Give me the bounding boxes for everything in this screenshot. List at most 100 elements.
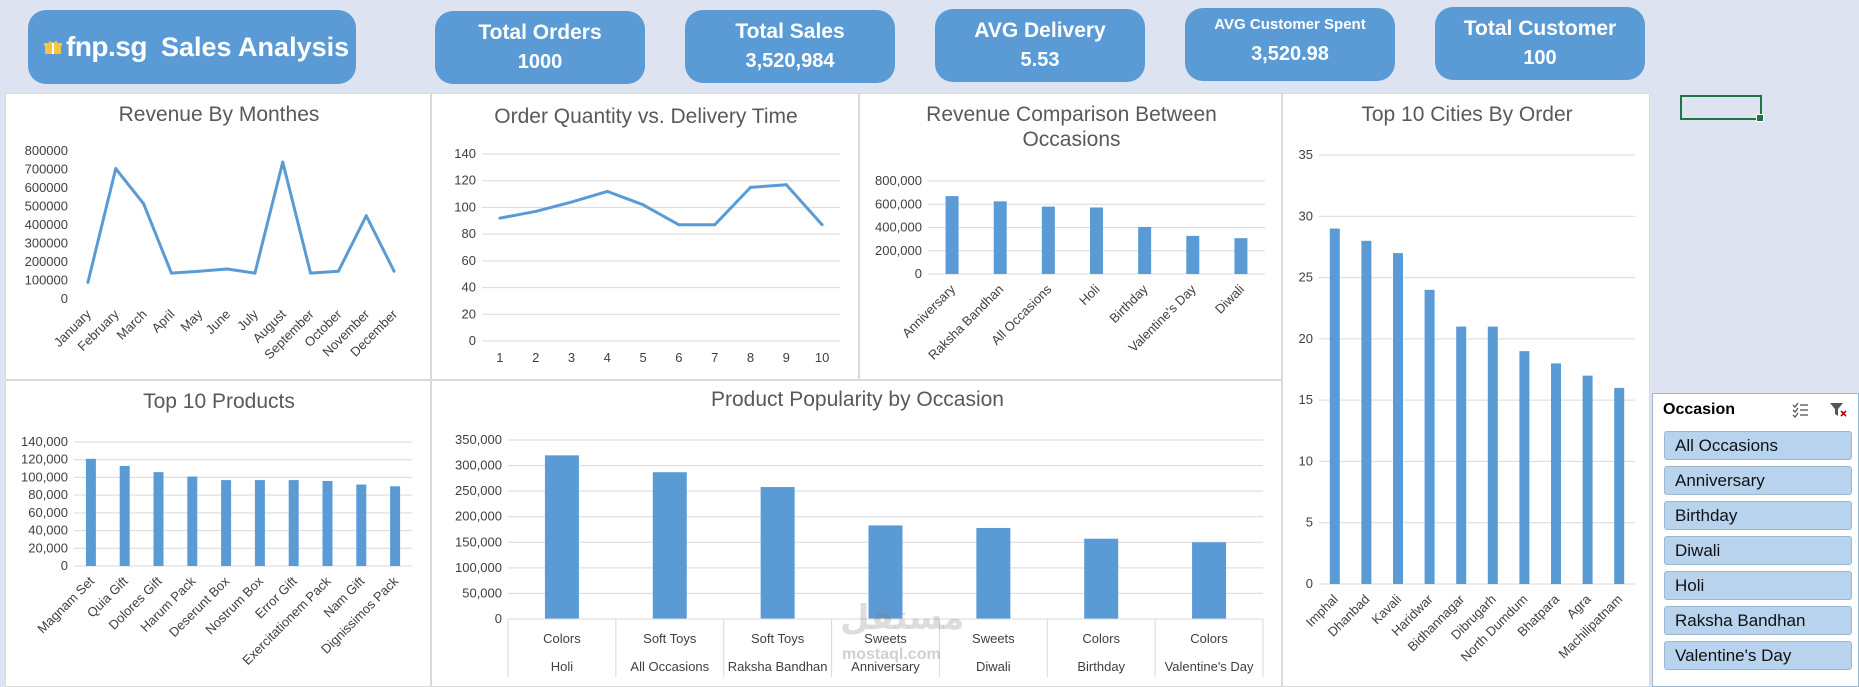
brand-logo: fnp.sg — [66, 31, 148, 62]
y-tick-label: 120 — [454, 173, 476, 188]
y-tick-label: 80,000 — [28, 487, 68, 502]
y-tick-label: 0 — [495, 611, 502, 626]
x-tick-label: 7 — [711, 350, 718, 365]
data-point — [169, 271, 173, 275]
y-tick-label: 0 — [61, 558, 68, 573]
bar — [221, 480, 232, 566]
slicer-item-valentines-day[interactable]: Valentine's Day — [1664, 641, 1852, 670]
data-point — [677, 223, 681, 227]
bar — [945, 196, 959, 274]
bar — [1361, 240, 1372, 585]
slicer-item-all-occasions[interactable]: All Occasions — [1664, 431, 1852, 460]
bar — [652, 472, 687, 619]
data-point — [820, 223, 824, 227]
bar — [976, 527, 1011, 619]
slicer-item-raksha-bandhan[interactable]: Raksha Bandhan — [1664, 606, 1852, 635]
y-tick-label: 150,000 — [455, 534, 502, 549]
kpi-label: Total Customer — [1463, 17, 1617, 40]
x-tick-label: Birthday — [1106, 281, 1151, 326]
x-tick-label: 6 — [675, 350, 682, 365]
kpi-avg-delivery: AVG Delivery 5.53 — [935, 9, 1145, 82]
y-tick-label: 300000 — [25, 236, 68, 251]
series-line — [86, 160, 396, 283]
bar — [153, 472, 164, 566]
clear-filter-icon[interactable] — [1829, 401, 1847, 419]
bar — [1393, 253, 1403, 585]
y-tick-label: 100 — [454, 199, 476, 214]
y-tick-label: 800,000 — [875, 173, 922, 188]
x-tick-product: Soft Toys — [643, 631, 697, 646]
bar — [1519, 351, 1530, 584]
slicer-item-holi[interactable]: Holi — [1664, 571, 1852, 600]
watermark-latin: mostaql.com — [842, 646, 941, 663]
x-tick-label: 2 — [532, 350, 539, 365]
data-point — [114, 167, 118, 171]
kpi-value: 1000 — [517, 51, 563, 73]
y-tick-label: 80 — [462, 226, 476, 241]
slicer-item-anniversary[interactable]: Anniversary — [1664, 466, 1852, 495]
panel-top-cities: Top 10 Cities By Order 0 5 10 15 20 25 30 35 Imph… — [1282, 93, 1650, 687]
chart-top-cities: Top 10 Cities By Order05101520253035Imph… — [1299, 103, 1635, 664]
series-line — [499, 183, 824, 227]
slicer-header: Occasion — [1653, 394, 1858, 426]
slicer-items: All Occasions Anniversary Birthday Diwal… — [1653, 426, 1858, 670]
kpi-total-sales: Total Sales 3,520,984 — [685, 10, 895, 83]
y-tick-label: 300,000 — [455, 458, 502, 473]
bar — [322, 480, 333, 566]
bar — [1329, 228, 1340, 585]
data-point — [713, 223, 717, 227]
panel-popularity-occasion: Product Popularity by Occasion 0 50,000 100… — [431, 380, 1282, 687]
kpi-label: Total Sales — [735, 20, 845, 43]
y-tick-label: 20 — [462, 306, 476, 321]
data-point — [392, 269, 396, 273]
slicer-item-birthday[interactable]: Birthday — [1664, 501, 1852, 530]
bar — [288, 480, 299, 566]
data-point — [749, 185, 752, 189]
bar — [187, 476, 198, 566]
dashboard-title: Sales Analysis — [161, 31, 350, 62]
chart-title-line2: Occasions — [1022, 128, 1120, 151]
bar — [85, 458, 96, 566]
x-tick-product: Colors — [543, 631, 581, 646]
x-tick-occasion: Valentine's Day — [1165, 659, 1254, 674]
bar — [1186, 235, 1200, 274]
data-point — [570, 200, 573, 204]
y-tick-label: 10 — [1299, 453, 1313, 468]
chart-title: Revenue Comparison Between — [926, 103, 1217, 126]
bar — [868, 525, 903, 619]
x-tick-label: 3 — [568, 350, 575, 365]
watermark-arabic: مستقل — [840, 599, 965, 637]
data-point — [641, 203, 645, 207]
x-tick-label: June — [203, 307, 234, 338]
chart-popularity-occasion: Product Popularity by Occasion 0 50,000 100… — [455, 388, 1264, 677]
chart-title: Revenue By Monthes — [119, 103, 320, 126]
x-tick-product: Soft Toys — [751, 631, 805, 646]
data-point — [197, 269, 201, 273]
kpi-value: 3,520,984 — [745, 50, 835, 72]
bar — [544, 455, 579, 619]
panel-revenue-occasions: Revenue Comparison Between Occasions 0 200,… — [859, 93, 1282, 380]
slicer-item-diwali[interactable]: Diwali — [1664, 536, 1852, 565]
data-point — [498, 216, 502, 220]
kpi-label: AVG Delivery — [974, 19, 1106, 42]
bar — [993, 201, 1007, 274]
x-tick-product: Colors — [1190, 631, 1228, 646]
bar — [1192, 542, 1227, 619]
y-tick-label: 250,000 — [455, 483, 502, 498]
bar — [254, 480, 265, 566]
x-tick-occasion: Birthday — [1077, 659, 1125, 674]
y-tick-label: 0 — [915, 266, 922, 281]
bar — [1487, 326, 1498, 584]
chart-title: Product Popularity by Occasion — [711, 388, 1004, 411]
y-tick-label: 600,000 — [875, 196, 922, 211]
x-tick-label: 9 — [783, 350, 790, 365]
selected-cell[interactable] — [1680, 95, 1764, 122]
multi-select-icon[interactable] — [1791, 401, 1809, 419]
kpi-total-customer: Total Customer 100 — [1435, 7, 1645, 80]
panel-qty-delivery: Order Quantity vs. Delivery Time 0 20 40 60 8… — [431, 93, 859, 380]
y-tick-label: 140 — [454, 146, 476, 161]
bar — [1234, 238, 1248, 274]
x-tick-label: 10 — [815, 350, 829, 365]
y-tick-label: 25 — [1299, 270, 1313, 285]
